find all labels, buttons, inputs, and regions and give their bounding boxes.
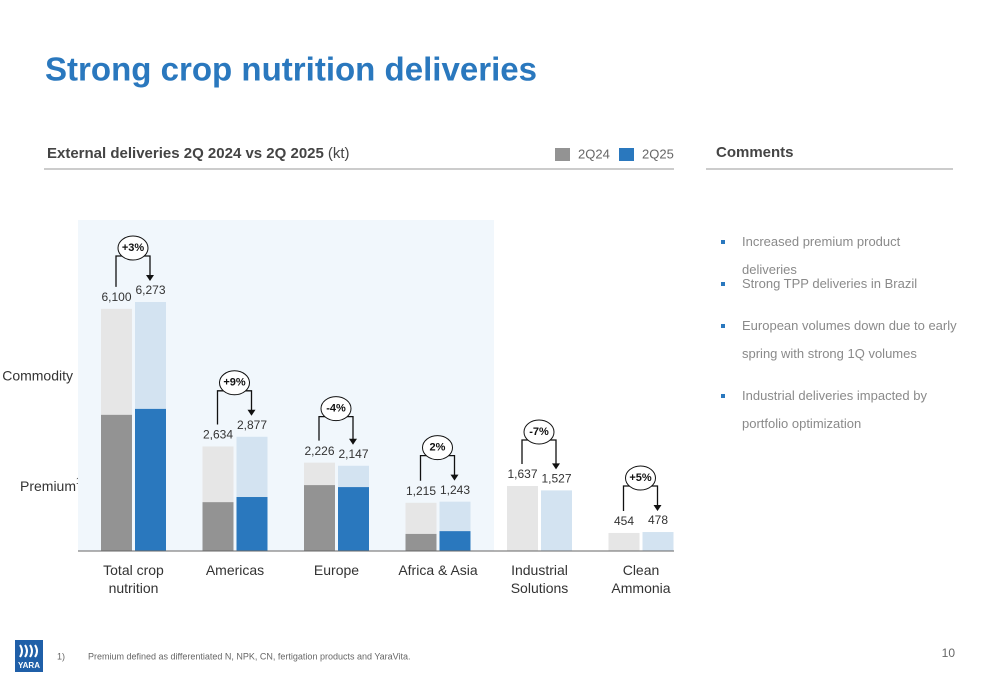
- x-tick-label: Americas: [205, 562, 265, 578]
- footnote-marker: 1): [57, 651, 65, 661]
- chart-title: External deliveries 2Q 2024 vs 2Q 2025 (k…: [47, 145, 350, 162]
- value-label: 454: [614, 514, 634, 528]
- logo-icon: [19, 644, 38, 658]
- change-badge: [117, 235, 149, 261]
- x-tick-label: Total crop nutrition: [103, 562, 164, 596]
- value-label: 478: [648, 513, 668, 527]
- chart-title-text: External deliveries 2Q 2024 vs 2Q 2025: [47, 145, 324, 162]
- comments-title: Comments: [716, 144, 794, 161]
- value-label: 1,215: [406, 484, 436, 498]
- value-label: 1,637: [507, 467, 537, 481]
- bar-total: [642, 532, 674, 551]
- change-badge: [422, 435, 453, 461]
- commodity-label: Commodity: [2, 368, 73, 384]
- x-tick-label: Africa & Asia: [398, 562, 478, 578]
- bar-premium: [338, 487, 369, 551]
- bar-premium: [135, 408, 166, 551]
- bar-total: [541, 490, 572, 551]
- comment-item: Increased premium product deliveries: [742, 234, 901, 277]
- change-badge: [219, 370, 250, 396]
- legend-swatch: [619, 148, 634, 161]
- value-label: 1,243: [440, 483, 470, 497]
- value-label: 2,634: [203, 428, 233, 442]
- slide-title: Strong crop nutrition deliveries: [45, 51, 537, 88]
- change-label: +3%: [122, 242, 145, 254]
- change-label: -7%: [529, 426, 549, 438]
- bullet-marker: [721, 394, 725, 398]
- value-label: 6,100: [101, 290, 131, 304]
- legend-swatch: [555, 148, 570, 161]
- bullet-marker: [721, 282, 725, 286]
- comment-item: Industrial deliveries impacted by portfo…: [742, 388, 927, 431]
- change-label: -4%: [326, 403, 346, 415]
- x-tick-label: Clean Ammonia: [611, 562, 671, 596]
- change-arrow: [247, 409, 256, 416]
- comment-item: Strong TPP deliveries in Brazil: [742, 276, 918, 291]
- x-tick-label: Europe: [313, 562, 360, 578]
- page-number: 10: [942, 646, 956, 660]
- bar-premium: [101, 414, 132, 551]
- bullet-marker: [721, 240, 725, 244]
- value-label: 1,527: [541, 472, 571, 486]
- change-badge: [320, 396, 352, 422]
- legend-label: 2Q25: [642, 146, 674, 161]
- change-arrow: [450, 474, 459, 481]
- change-label: 2%: [430, 442, 446, 454]
- footnote-text: Premium defined as differentiated N, NPK…: [88, 651, 411, 661]
- bar-premium: [405, 533, 437, 551]
- change-arrow: [653, 505, 662, 512]
- change-label: +5%: [629, 472, 652, 484]
- comment-item: European volumes down due to early sprin…: [742, 318, 957, 361]
- legend-label: 2Q24: [578, 146, 610, 161]
- value-label: 6,273: [135, 283, 165, 297]
- change-label: +9%: [223, 377, 246, 389]
- value-label: 2,147: [338, 447, 368, 461]
- change-arrow: [146, 275, 154, 281]
- value-label: 2,877: [237, 418, 267, 432]
- bar-total: [608, 532, 640, 551]
- change-arrow: [349, 438, 357, 445]
- premium-label-text: Premium: [20, 478, 76, 494]
- change-badge: [523, 419, 555, 445]
- bullet-marker: [721, 324, 725, 328]
- bar-premium: [236, 497, 268, 551]
- chart-unit: (kt): [328, 145, 350, 162]
- bar-premium: [202, 502, 234, 551]
- bar-premium: [304, 485, 335, 551]
- x-tick-label: Industrial Solutions: [510, 562, 569, 596]
- logo-text: YARA: [18, 661, 40, 670]
- change-badge: [625, 465, 656, 491]
- value-label: 2,226: [304, 444, 334, 458]
- bar-premium: [439, 531, 471, 551]
- change-arrow: [552, 463, 560, 470]
- bar-total: [507, 486, 538, 551]
